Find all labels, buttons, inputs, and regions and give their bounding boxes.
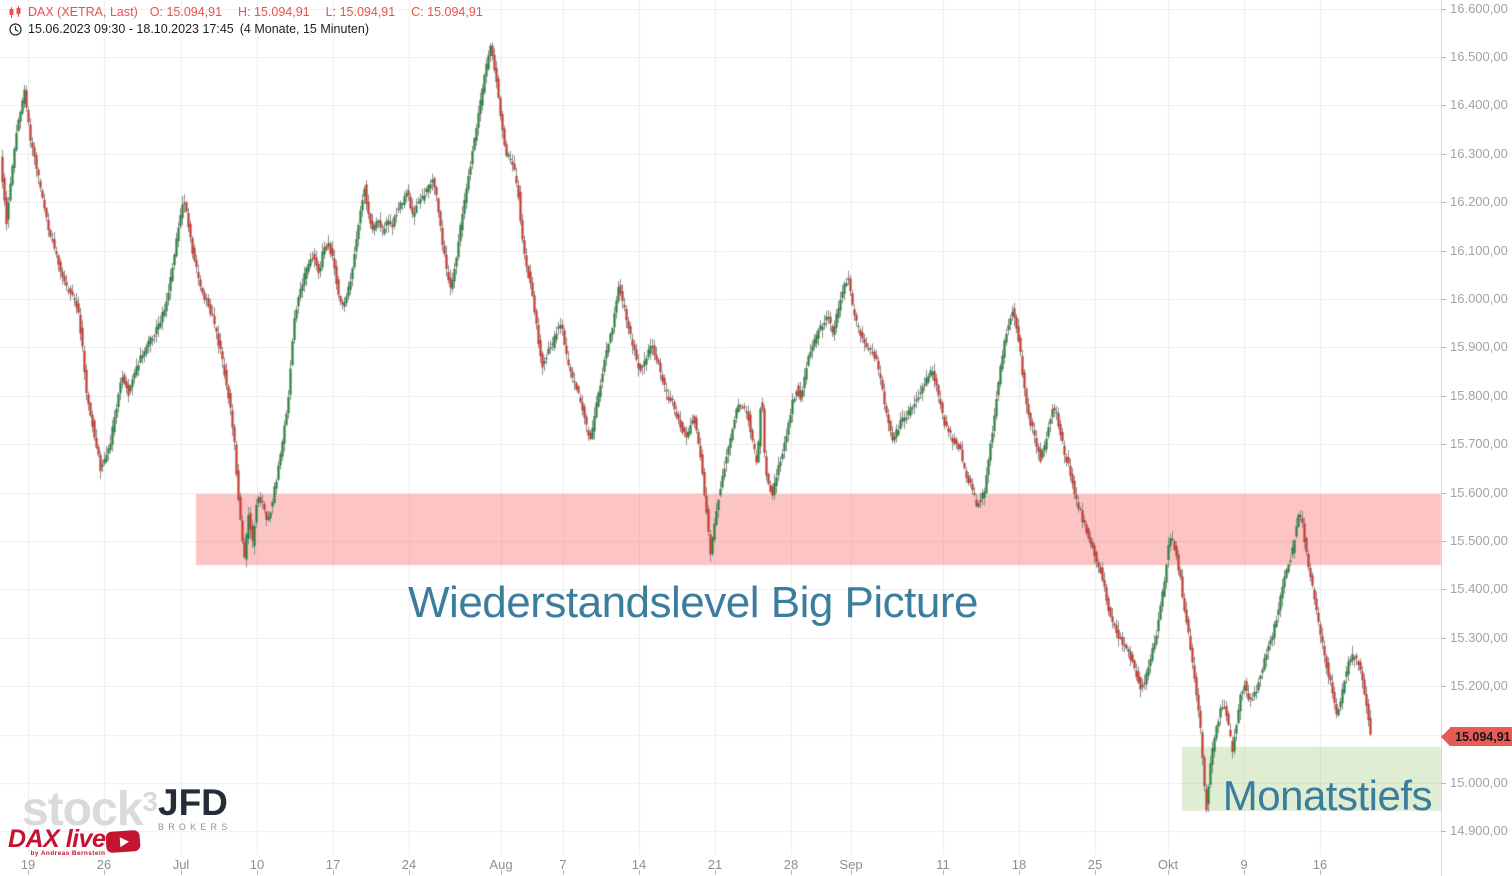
price-axis-label: 16.100,00 [1450, 242, 1508, 258]
time-axis-label: 11 [936, 857, 950, 872]
price-axis-label: 16.400,00 [1450, 97, 1508, 113]
price-tick [1441, 541, 1446, 542]
price-axis-label: 16.500,00 [1450, 49, 1508, 65]
price-axis-label: 15.000,00 [1450, 774, 1508, 790]
price-axis-label: 15.700,00 [1450, 436, 1508, 452]
dax-live-logo: DAX live by Andreas Bernstein [8, 825, 106, 858]
last-price-arrow [1441, 727, 1450, 746]
time-axis-label: Okt [1157, 857, 1179, 872]
price-axis-label: 16.300,00 [1450, 145, 1508, 161]
price-axis-label: 16.200,00 [1450, 194, 1508, 210]
time-tick [851, 870, 852, 875]
price-tick [1441, 638, 1446, 639]
time-axis-label: Aug [489, 857, 513, 872]
date-range: 15.06.2023 09:30 - 18.10.2023 17:45 [28, 22, 234, 36]
price-axis-label: 15.400,00 [1450, 581, 1508, 597]
time-axis-label: 26 [96, 857, 112, 872]
time-axis-label: 19 [20, 857, 36, 872]
instrument-name: DAX (XETRA, Last) [28, 5, 138, 19]
clock-icon [8, 22, 22, 36]
time-axis-label: 25 [1087, 857, 1103, 872]
time-tick [28, 870, 29, 875]
price-axis-label: 15.300,00 [1450, 629, 1508, 645]
time-axis-label: 24 [401, 857, 417, 872]
stock3-superscript: 3 [142, 786, 158, 817]
price-tick [1441, 347, 1446, 348]
last-price-value: 15.094,91 [1455, 729, 1511, 744]
price-tick [1441, 783, 1446, 784]
dax-live-author: by Andreas Bernstein [30, 850, 106, 857]
time-axis-label: Jul [172, 857, 190, 872]
time-tick [1019, 870, 1020, 875]
price-axis-label: 15.600,00 [1450, 484, 1508, 500]
jfd-brokers-text: BROKERS [158, 822, 232, 832]
instrument-header: DAX (XETRA, Last) O: 15.094,91 H: 15.094… [8, 5, 493, 19]
time-axis-label: Sep [839, 857, 863, 872]
price-tick [1441, 589, 1446, 590]
price-tick [1441, 493, 1446, 494]
price-tick [1441, 202, 1446, 203]
monthly-lows-label: Monatstiefs [1222, 772, 1433, 819]
price-axis-label: 15.900,00 [1450, 339, 1508, 355]
time-axis-label: 17 [325, 857, 341, 872]
time-axis-label: 28 [783, 857, 799, 872]
time-tick [943, 870, 944, 875]
candlestick-icon [8, 5, 22, 19]
time-tick [1320, 870, 1321, 875]
price-axis-label: 16.000,00 [1450, 291, 1508, 307]
price-axis-label: 15.500,00 [1450, 532, 1508, 548]
timeframe-label: (4 Monate, 15 Minuten) [239, 22, 369, 36]
price-tick [1441, 396, 1446, 397]
dax-live-text: DAX live [8, 825, 106, 853]
time-axis-label: 10 [249, 857, 265, 872]
time-tick [1095, 870, 1096, 875]
price-axis-label: 16.600,00 [1450, 0, 1508, 16]
time-axis-label: 14 [631, 857, 647, 872]
period-header: 15.06.2023 09:30 - 18.10.2023 17:45 (4 M… [8, 22, 369, 36]
price-tick [1441, 105, 1446, 106]
time-tick [563, 870, 564, 875]
price-tick [1441, 299, 1446, 300]
jfd-logo-text: JFD [158, 782, 228, 823]
time-tick [1244, 870, 1245, 875]
time-tick [715, 870, 716, 875]
price-tick [1441, 57, 1446, 58]
time-tick [409, 870, 410, 875]
time-tick [257, 870, 258, 875]
time-tick [1168, 870, 1169, 875]
high-value: H: 15.094,91 [238, 5, 310, 19]
time-tick [104, 870, 105, 875]
time-tick [181, 870, 182, 875]
time-axis-label: 7 [559, 857, 567, 872]
time-tick [501, 870, 502, 875]
time-axis-label: 21 [707, 857, 723, 872]
time-axis-label: 9 [1240, 857, 1248, 872]
price-axis-label: 15.800,00 [1450, 387, 1508, 403]
price-tick [1441, 9, 1446, 10]
price-tick [1441, 831, 1446, 832]
last-price-tag: 15.094,91 [1450, 727, 1512, 747]
time-tick [639, 870, 640, 875]
open-value: O: 15.094,91 [149, 5, 223, 19]
price-axis-line [1441, 0, 1442, 876]
resistance-zone-label: Wiederstandslevel Big Picture [408, 578, 978, 627]
time-tick [791, 870, 792, 875]
stock3-logo: stock3 [22, 783, 158, 836]
time-tick [333, 870, 334, 875]
youtube-play-icon [105, 829, 141, 854]
price-tick [1441, 154, 1446, 155]
low-value: L: 15.094,91 [325, 5, 396, 19]
price-tick [1441, 251, 1446, 252]
price-axis-label: 15.200,00 [1450, 678, 1508, 694]
price-axis-label: 14.900,00 [1450, 823, 1508, 839]
time-axis-label: 18 [1011, 857, 1027, 872]
price-tick [1441, 444, 1446, 445]
jfd-brokers-logo: JFD BROKERS [158, 782, 232, 832]
close-value: C: 15.094,91 [411, 5, 483, 19]
price-tick [1441, 686, 1446, 687]
time-axis-label: 16 [1312, 857, 1328, 872]
